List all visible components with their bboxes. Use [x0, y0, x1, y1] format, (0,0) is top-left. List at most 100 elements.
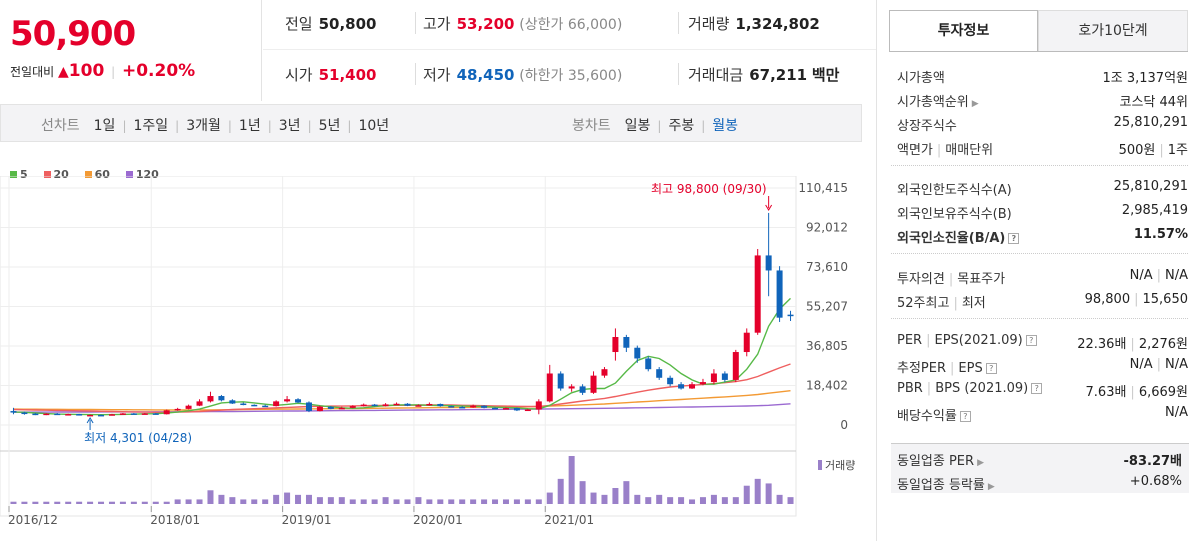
help-icon[interactable]: ?	[1025, 335, 1037, 346]
volume-bar	[492, 499, 499, 504]
volume-bar	[426, 499, 433, 504]
range-option-4[interactable]: 3년	[278, 118, 301, 134]
volume-bar	[207, 490, 214, 504]
candle	[634, 347, 641, 359]
divider	[891, 165, 1188, 166]
chevron-right-icon: ▶	[977, 458, 984, 468]
candle	[568, 386, 575, 389]
volume-bar	[623, 481, 630, 504]
range-option-1[interactable]: 1주일	[133, 118, 169, 134]
volume-bar	[437, 499, 444, 504]
volume-bar	[295, 494, 302, 504]
volume-bar	[240, 499, 247, 504]
candle	[645, 358, 652, 370]
volume-bar	[382, 497, 389, 504]
candle	[360, 404, 367, 407]
volume-bar	[273, 494, 280, 504]
current-price: 50,900	[10, 14, 136, 54]
candle	[404, 403, 411, 406]
price-chart: 110,415 92,012 73,610 55,207 36,805 18,402 0 20…	[0, 176, 855, 527]
volume-bar	[645, 497, 652, 504]
candle	[327, 406, 334, 409]
volume-bar	[481, 499, 488, 504]
candle	[32, 413, 39, 416]
candle	[163, 410, 170, 415]
open-price: 시가 51,400	[285, 66, 377, 84]
info-section-market: 시가총액 1조 3,137억원 시가총액순위 ▶ 코스닥 44위 상장주식수 25,81…	[897, 63, 1188, 159]
range-option-5[interactable]: 5년	[318, 118, 341, 134]
volume-bar	[393, 499, 400, 504]
candle	[667, 377, 674, 385]
legend-ma120: 120	[125, 168, 159, 181]
trade-volume: 거래량 1,324,802	[688, 15, 820, 33]
legend-ma60: 60	[84, 168, 110, 181]
candle	[459, 406, 466, 409]
info-section-opinion: 투자의견 | 목표주가 N/A | N/A 52주최고 | 최저 98,800 | 15,650	[897, 264, 1188, 312]
opinion-row: 투자의견 | 목표주가 N/A | N/A	[897, 268, 1188, 287]
info-section-valuation: PER | EPS(2021.09)? 22.36배 | 2,276원 추정PER | EPS…	[897, 329, 1188, 425]
candle	[393, 403, 400, 406]
volume-bar	[130, 501, 137, 504]
x-tick-label: 2019/01	[282, 513, 332, 527]
legend-ma5: 5	[10, 168, 28, 181]
candle-option-2[interactable]: 월봉	[712, 118, 739, 134]
volume-bar	[656, 494, 663, 504]
volume-bar	[601, 494, 608, 504]
foreign-limit-row: 외국인한도주식수(A) 25,810,291	[897, 179, 1188, 198]
range-option-2[interactable]: 3개월	[186, 118, 221, 134]
sector-rate-row[interactable]: 동일업종 등락률 ▶ +0.68%	[897, 474, 1182, 493]
candle	[601, 369, 608, 376]
help-icon[interactable]: ?	[959, 411, 971, 422]
candle	[273, 401, 280, 407]
volume-bar	[612, 488, 619, 504]
range-option-0[interactable]: 1일	[93, 118, 116, 134]
face-value-row: 액면가 | 매매단위 500원 | 1주	[897, 143, 1188, 158]
foreign-hold-row: 외국인보유주식수(B) 2,985,419	[897, 203, 1188, 222]
est-per-row: 추정PER | EPS? N/A | N/A	[897, 357, 1188, 376]
chevron-right-icon: ▶	[987, 482, 995, 492]
candle	[305, 402, 312, 412]
range-option-6[interactable]: 10년	[358, 118, 390, 134]
help-icon[interactable]: ?	[985, 363, 997, 374]
volume-bar	[152, 501, 159, 504]
candle	[426, 403, 433, 406]
volume-bar	[689, 499, 696, 504]
candle	[656, 369, 663, 378]
volume-bar	[327, 497, 334, 504]
candle	[229, 400, 236, 404]
candle	[721, 373, 728, 380]
candle-chart-label: 봉차트	[572, 118, 611, 134]
x-tick-label: 2018/01	[150, 513, 200, 527]
help-icon[interactable]: ?	[1008, 233, 1020, 244]
tab-divider	[889, 51, 1188, 52]
volume-bar	[98, 501, 105, 504]
help-icon[interactable]: ?	[1031, 383, 1043, 394]
candle	[502, 408, 509, 410]
candle	[710, 373, 717, 383]
candle	[513, 408, 520, 411]
tab-orderbook[interactable]: 호가10단계	[1038, 10, 1188, 52]
candle	[316, 406, 323, 412]
volume-bar	[251, 499, 258, 504]
candle	[284, 399, 291, 402]
min-arrow-head	[86, 417, 94, 424]
investment-info-panel	[876, 0, 1196, 541]
prev-close: 전일 50,800	[285, 15, 377, 33]
volume-bar	[65, 501, 72, 504]
range-option-3[interactable]: 1년	[238, 118, 261, 134]
market-cap-rank-row[interactable]: 시가총액순위 ▶ 코스닥 44위	[897, 95, 1188, 110]
volume-bar	[163, 501, 170, 504]
info-tabs: 투자정보 호가10단계	[889, 10, 1188, 52]
candle-option-0[interactable]: 일봉	[624, 118, 651, 134]
candle-option-1[interactable]: 주봉	[668, 118, 695, 134]
market-cap-row: 시가총액 1조 3,137억원	[897, 71, 1188, 86]
volume-bar	[371, 499, 378, 504]
candle	[98, 414, 105, 417]
candle	[76, 414, 83, 416]
tab-investment-info[interactable]: 투자정보	[889, 10, 1038, 52]
change-percent: +0.20%	[121, 61, 196, 81]
volume-bar	[10, 501, 17, 504]
y-tick-label: 18,402	[806, 379, 848, 393]
sector-per-row[interactable]: 동일업종 PER ▶ -83.27배	[897, 454, 1182, 469]
per-row: PER | EPS(2021.09)? 22.36배 | 2,276원	[897, 333, 1188, 352]
